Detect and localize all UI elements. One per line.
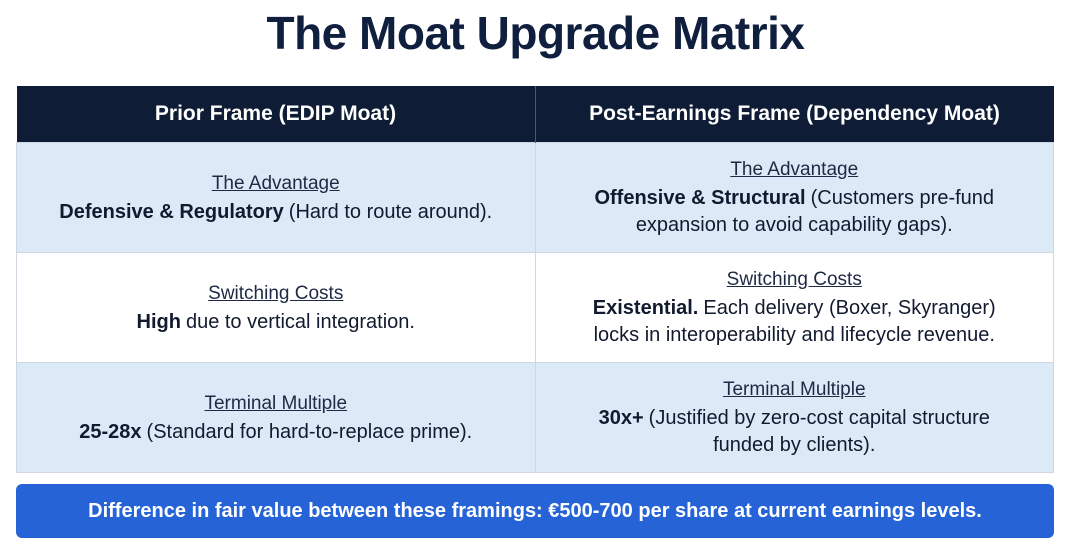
cell-bold: 25-28x — [79, 420, 142, 443]
cell-bold: Existential. — [592, 297, 699, 319]
table-row: Terminal Multiple 25-28x (Standard for har… — [16, 362, 1054, 473]
table-cell: Switching Costs High due to vertical integ… — [16, 252, 536, 363]
cell-label: The Advantage — [730, 159, 859, 180]
matrix-table: Prior Frame (EDIP Moat) Post-Earnings Fra… — [16, 86, 1054, 473]
cell-bold: Defensive & Regulatory — [59, 200, 284, 223]
cell-text: (Justified by zero-cost capital structur… — [648, 407, 990, 456]
table-cell: Terminal Multiple 25-28x (Standard for har… — [16, 362, 536, 473]
cell-bold: 30x+ — [598, 407, 644, 429]
footer-banner: Difference in fair value between these f… — [16, 484, 1054, 538]
cell-label: Terminal Multiple — [204, 392, 348, 414]
table-row: The Advantage Defensive & Regulatory (Hard… — [16, 142, 1054, 253]
table-row: Switching Costs High due to vertical integ… — [16, 252, 1054, 363]
cell-text: (Standard for hard-to-replace prime). — [146, 420, 473, 443]
table-cell: Terminal Multiple 30x+ (Justified by zero-… — [534, 362, 1054, 473]
title: The Moat Upgrade Matrix — [266, 7, 805, 59]
table-cell: The Advantage Offensive & Structural (Cust… — [534, 142, 1054, 253]
cell-bold: High — [136, 310, 181, 333]
cell-label: Terminal Multiple — [722, 379, 866, 400]
cell-label: The Advantage — [211, 172, 340, 194]
table-body: The Advantage Defensive & Regulatory (Hard… — [16, 142, 1054, 473]
cell-bold: Offensive & Structural — [594, 187, 806, 209]
cell-text: (Customers pre-fund expansion to avoid c… — [635, 187, 995, 236]
cell-text: due to vertical integration. — [185, 310, 415, 333]
cell-label: Switching Costs — [726, 269, 862, 290]
column-header: Post-Earnings Frame (Dependency Moat) — [535, 86, 1054, 143]
cell-text: (Hard to route around). — [288, 200, 493, 223]
table-cell: Switching Costs Existential. Each delivery… — [534, 252, 1054, 363]
table-cell: The Advantage Defensive & Regulatory (Hard… — [16, 142, 536, 253]
column-header: Prior Frame (EDIP Moat) — [16, 86, 536, 143]
cell-text: Each delivery (Boxer, Skyranger) locks i… — [593, 297, 996, 346]
cell-label: Switching Costs — [208, 282, 344, 304]
header-row: Prior Frame (EDIP Moat) Post-Earnings Fra… — [16, 86, 1054, 143]
